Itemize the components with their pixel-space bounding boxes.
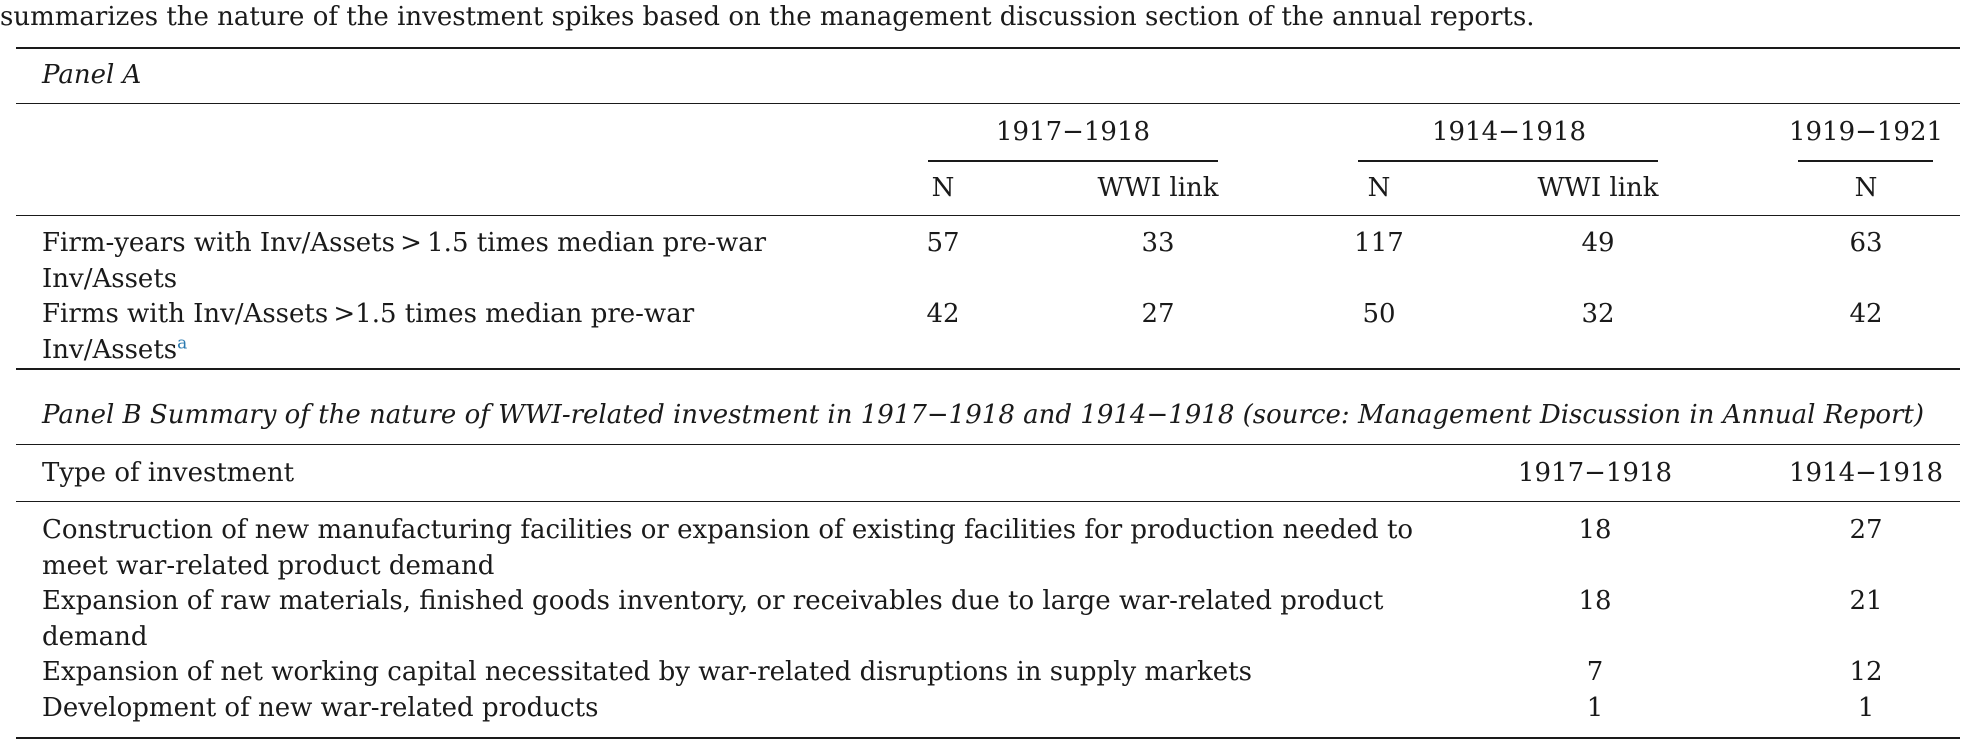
row-label-continued: Inv/Assetsa bbox=[42, 332, 187, 368]
table-cell: 27 bbox=[1849, 515, 1883, 545]
footnote-link[interactable]: a bbox=[177, 333, 188, 354]
row-label: Construction of new manufacturing facili… bbox=[42, 515, 1414, 545]
table-cell: 32 bbox=[1581, 299, 1615, 329]
panel-b-bottom-rule bbox=[16, 737, 1960, 739]
col-header-type: Type of investment bbox=[42, 458, 295, 488]
table-cell: 33 bbox=[1141, 228, 1175, 258]
table-cell: 42 bbox=[1849, 299, 1883, 329]
row-label: Development of new war-related products bbox=[42, 693, 599, 723]
row-label-continued: meet war-related product demand bbox=[42, 551, 495, 581]
group-header-1917-1918: 1917−1918 bbox=[995, 117, 1151, 147]
table-cell: 57 bbox=[926, 228, 960, 258]
panel-a-body-rule bbox=[16, 215, 1960, 216]
table-cell: 117 bbox=[1354, 228, 1404, 258]
table-cell: 42 bbox=[926, 299, 960, 329]
group-header-1914-1918: 1914−1918 bbox=[1431, 117, 1587, 147]
table-caption: summarizes the nature of the investment … bbox=[0, 2, 1535, 32]
col-header-n: N bbox=[1854, 173, 1878, 203]
col-header-1914-1918: 1914−1918 bbox=[1788, 458, 1944, 488]
table-cell: 7 bbox=[1586, 657, 1604, 687]
table-cell: 12 bbox=[1849, 657, 1883, 687]
group-header-1919-1921: 1919−1921 bbox=[1788, 117, 1944, 147]
row-label: Firms with Inv/Assets >1.5 times median … bbox=[42, 299, 695, 329]
row-label: Expansion of net working capital necessi… bbox=[42, 657, 1252, 687]
row-label: Expansion of raw materials, finished goo… bbox=[42, 586, 1384, 616]
panel-b-title: Panel B Summary of the nature of WWI-rel… bbox=[42, 400, 1925, 430]
row-label-text: Inv/Assets bbox=[42, 335, 178, 365]
panel-b-body-rule bbox=[16, 501, 1960, 502]
row-label-continued: Inv/Assets bbox=[42, 264, 178, 294]
col-header-wwi-link: WWI link bbox=[1537, 173, 1659, 203]
group-rule-1914-1918 bbox=[1358, 160, 1658, 162]
col-header-wwi-link: WWI link bbox=[1097, 173, 1219, 203]
group-rule-1919-1921 bbox=[1798, 160, 1933, 162]
row-label-continued: demand bbox=[42, 622, 148, 652]
table-cell: 49 bbox=[1581, 228, 1615, 258]
group-rule-1917-1918 bbox=[928, 160, 1218, 162]
row-label: Firm-years with Inv/Assets > 1.5 times m… bbox=[42, 228, 767, 258]
panel-a-bottom-rule bbox=[16, 368, 1960, 370]
table-cell: 27 bbox=[1141, 299, 1175, 329]
col-header-1917-1918: 1917−1918 bbox=[1517, 458, 1673, 488]
panel-a-title: Panel A bbox=[42, 60, 142, 90]
table-cell: 1 bbox=[1586, 693, 1604, 723]
top-rule bbox=[16, 47, 1960, 49]
panel-a-header-rule bbox=[16, 103, 1960, 104]
table-cell: 18 bbox=[1578, 515, 1612, 545]
table-cell: 1 bbox=[1857, 693, 1875, 723]
col-header-n: N bbox=[1367, 173, 1391, 203]
table-cell: 18 bbox=[1578, 586, 1612, 616]
table-cell: 21 bbox=[1849, 586, 1883, 616]
panel-b-header-rule bbox=[16, 444, 1960, 445]
table-cell: 63 bbox=[1849, 228, 1883, 258]
col-header-n: N bbox=[931, 173, 955, 203]
table-cell: 50 bbox=[1362, 299, 1396, 329]
